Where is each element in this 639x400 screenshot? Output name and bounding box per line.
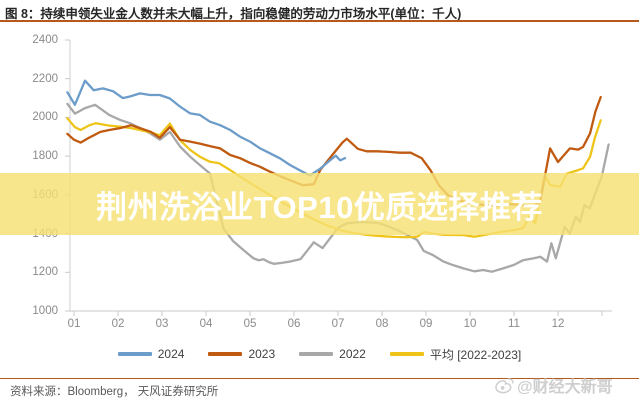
legend-label-2022: 2022: [339, 347, 366, 361]
x-tick-label: 05: [243, 318, 257, 330]
legend-item-2024: 2024: [117, 347, 185, 361]
y-tick-label: 1200: [32, 266, 58, 279]
legend-line-swatch-average: [389, 352, 424, 356]
y-tick-label: 2200: [32, 72, 58, 85]
y-tick-label: 2000: [32, 111, 58, 124]
x-tick-label: 12: [551, 318, 565, 330]
legend-label-average: 平均 [2022-2023]: [429, 347, 522, 362]
x-tick-label: 09: [419, 318, 433, 330]
watermark-text: @财经大新哥: [517, 379, 613, 396]
legend-line-swatch-2023: [208, 352, 243, 356]
weibo-icon: [495, 378, 514, 394]
x-tick-label: 03: [155, 318, 169, 330]
y-tick-label: 1800: [32, 150, 58, 163]
y-tick-label: 1000: [32, 305, 58, 317]
x-tick-label: 06: [287, 318, 301, 330]
watermark: @财经大新哥: [495, 372, 635, 398]
legend-label-2024: 2024: [157, 347, 185, 361]
legend-line-swatch-2022: [299, 352, 334, 356]
x-tick-label: 10: [463, 318, 477, 330]
x-tick-label: 07: [331, 318, 345, 330]
title-divider: [0, 20, 639, 22]
source-note: 资料来源：Bloomberg， 天风证券研究所: [10, 386, 219, 398]
legend-line-swatch-2024: [117, 352, 152, 356]
legend-item-2023: 2023: [208, 347, 275, 361]
series-line-2024: [66, 79, 347, 177]
x-tick-label: 11: [508, 318, 520, 330]
chart-legend: 2024 2023 2022 平均 [2022-2023]: [0, 345, 639, 363]
y-tick-label: 2400: [32, 34, 58, 46]
legend-item-2022: 2022: [299, 347, 366, 361]
x-tick-label: 04: [199, 318, 213, 330]
x-tick-label: 08: [375, 318, 389, 330]
x-tick-label: 02: [111, 318, 125, 330]
legend-item-average: 平均 [2022-2023]: [389, 346, 522, 363]
overlay-banner-text: 荆州洗浴业TOP10优质选择推荐: [96, 189, 543, 225]
overlay-banner: 荆州洗浴业TOP10优质选择推荐: [0, 173, 639, 235]
chart-title: 图 8：持续申领失业金人数并未大幅上升，指向稳健的劳动力市场水平(单位：千人): [5, 7, 462, 21]
legend-label-2023: 2023: [248, 347, 276, 361]
x-tick-label: 01: [67, 318, 81, 330]
footer-divider: [0, 378, 639, 379]
